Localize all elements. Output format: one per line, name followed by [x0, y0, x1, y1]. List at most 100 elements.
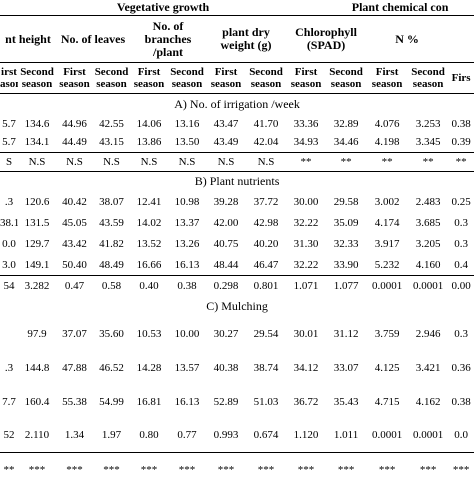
section-title: C) Mulching	[206, 299, 268, 313]
cell: 0.0001	[371, 280, 403, 293]
cell: 0.3	[454, 327, 468, 340]
sub-header: Firs	[448, 62, 474, 94]
cell: 0.58	[101, 280, 122, 293]
cell: 0.40	[139, 280, 159, 293]
cell: **	[326, 152, 367, 172]
column-header: nt height	[0, 15, 56, 63]
cell: 0.3	[454, 217, 468, 229]
section-title: A) No. of irrigation /week	[174, 96, 300, 111]
cell: 13.16	[174, 117, 200, 130]
cell: 3.759	[374, 327, 400, 340]
group-header: Plant chemical con	[326, 0, 474, 16]
data-row: 7.7 160.4 55.38 54.99 16.81 16.13 52.89 51.03 36…	[0, 385, 474, 419]
cell: 144.8	[24, 361, 50, 374]
cell: ***	[66, 463, 83, 476]
cell: 4.125	[374, 361, 400, 374]
cell: 3.253	[415, 117, 441, 130]
cell: 0.00	[451, 280, 471, 293]
cell: 14.02	[136, 217, 162, 229]
cell: 0.0001	[412, 280, 444, 293]
cell: 0.4	[448, 254, 474, 276]
cell: 0.0	[448, 418, 474, 453]
cell: 30.00	[293, 196, 319, 208]
cell: **	[366, 152, 409, 172]
column-header: N %	[366, 15, 449, 63]
data-row: 97.9 37.07 35.60 10.53 10.00 30.27 29.54 30.01 3…	[0, 317, 474, 351]
cell: 43.59	[99, 217, 124, 229]
sub-header: Second season	[408, 62, 449, 94]
cell: N.S	[168, 152, 206, 172]
cell: 4.162	[415, 395, 441, 408]
cell: 1.97	[93, 418, 130, 453]
cell: 35.60	[99, 327, 124, 340]
column-header	[448, 15, 474, 63]
cell: 43.42	[62, 238, 87, 250]
cell: 13.50	[168, 133, 206, 153]
cell: 35.43	[333, 395, 359, 408]
cell: 50.40	[56, 254, 93, 276]
cell: 4.160	[408, 254, 449, 276]
cell: ***	[140, 463, 158, 476]
cell: 44.96	[62, 117, 87, 130]
cell: 40.75	[213, 238, 239, 250]
cell: 3.002	[374, 196, 400, 208]
cell	[0, 317, 18, 351]
cell: 16.81	[136, 395, 162, 408]
cell: 2.483	[415, 196, 441, 208]
cell: 38.1	[0, 217, 18, 229]
cell: **	[286, 152, 327, 172]
cell: ***	[257, 463, 275, 476]
cell: 1.34	[56, 418, 93, 453]
cell: 31.12	[333, 327, 359, 340]
cell: 134.6	[24, 117, 50, 130]
cell: 52	[0, 418, 18, 453]
data-row: 38.1 131.5 45.05 43.59 14.02 13.37 42.00 42.98 3…	[0, 213, 474, 234]
cell: 129.7	[24, 238, 50, 250]
cell: 0.38	[451, 395, 471, 408]
cell: 120.6	[24, 196, 50, 208]
cell: 14.28	[136, 361, 162, 374]
cell: 0.298	[213, 280, 239, 293]
cell: 29.58	[333, 196, 359, 208]
cell: 0.77	[168, 418, 206, 453]
cell: 33.36	[293, 117, 319, 130]
cell: N.S	[206, 152, 246, 172]
cell: 42.04	[246, 133, 286, 153]
cell: 5.232	[366, 254, 409, 276]
cell: 37.07	[62, 327, 87, 340]
section-header-row: C) Mulching	[0, 297, 474, 317]
cell: 48.44	[206, 254, 246, 276]
cell: N.S	[130, 152, 168, 172]
cell: 32.22	[286, 254, 327, 276]
section-header-row: A) No. of irrigation /week	[0, 94, 474, 115]
cell: 3.0	[0, 254, 18, 276]
cell: ***	[178, 463, 196, 476]
cell: N.S	[56, 152, 93, 172]
section-title: B) Plant nutrients	[194, 174, 280, 188]
cell: 32.33	[333, 238, 359, 250]
cell: 38.74	[253, 361, 279, 374]
cell: 41.82	[99, 238, 124, 250]
cell: 42.55	[99, 117, 124, 130]
cell: 10.00	[174, 327, 200, 340]
cell: 43.49	[206, 133, 246, 153]
cell: 0.0	[2, 238, 16, 250]
cell: 46.47	[246, 254, 286, 276]
sub-header: irst ason	[0, 62, 18, 94]
cell: 1.071	[293, 280, 319, 293]
cell: 3.421	[415, 361, 441, 374]
sub-header: Second season	[93, 62, 130, 94]
cell: 4.715	[374, 395, 400, 408]
cell: 5.7	[0, 133, 18, 153]
cell: **	[448, 152, 474, 172]
cell: 34.12	[293, 361, 319, 374]
cell: 30.27	[213, 327, 239, 340]
cell: ***	[297, 463, 315, 476]
cell: 10.98	[174, 196, 200, 208]
cell: 54.99	[99, 395, 124, 408]
column-header-row: nt height No. of leaves No. of branches /p…	[0, 15, 474, 63]
data-row: .3 120.6 40.42 38.07 12.41 10.98 39.28 37.72 30.…	[0, 192, 474, 213]
